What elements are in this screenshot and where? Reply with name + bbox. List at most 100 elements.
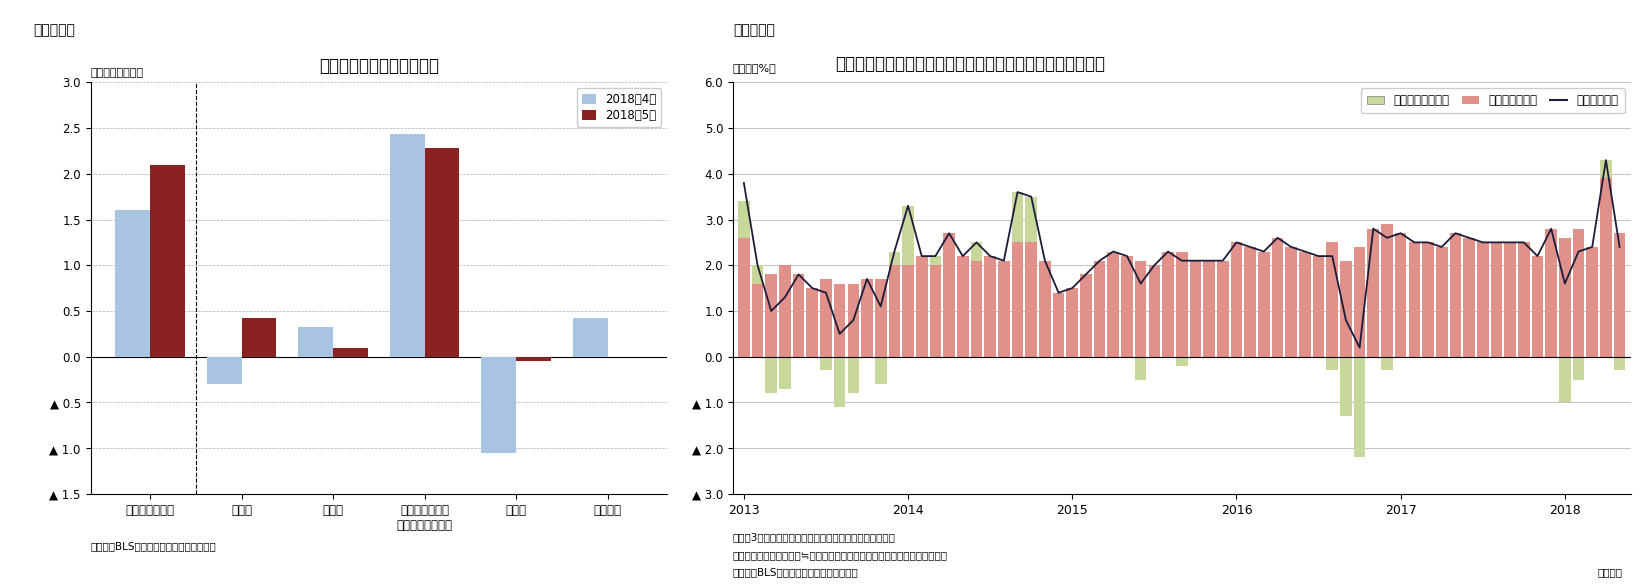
Bar	[516, 357, 550, 361]
Bar	[1354, 247, 1365, 357]
Bar	[1230, 242, 1242, 357]
Bar	[1504, 242, 1515, 357]
Bar	[1586, 247, 1598, 357]
Bar	[807, 288, 819, 357]
Bar	[903, 206, 914, 265]
Bar	[1573, 357, 1584, 380]
Bar	[889, 252, 901, 265]
Bar	[738, 201, 749, 238]
Bar	[298, 328, 333, 357]
Bar	[985, 256, 996, 357]
Bar	[481, 357, 516, 453]
Bar	[1258, 252, 1270, 357]
Bar	[390, 135, 425, 357]
Bar	[1176, 357, 1187, 366]
Bar	[751, 265, 763, 283]
Bar	[929, 256, 940, 265]
Bar	[1614, 357, 1626, 370]
Bar	[944, 233, 955, 357]
Bar	[1122, 256, 1133, 357]
Title: 前月分・前々月分の改定幅: 前月分・前々月分の改定幅	[320, 57, 438, 75]
Bar	[903, 265, 914, 357]
Bar	[833, 283, 845, 357]
Bar	[1094, 260, 1105, 357]
Bar	[1560, 357, 1571, 402]
Bar	[1423, 242, 1435, 357]
Bar	[1560, 238, 1571, 357]
Bar	[1189, 260, 1201, 357]
Bar	[929, 265, 940, 357]
Bar	[1204, 260, 1215, 357]
Bar	[1395, 233, 1407, 357]
Bar	[1326, 242, 1337, 357]
Bar	[792, 275, 804, 357]
Bar	[1463, 238, 1474, 357]
Bar	[1313, 256, 1324, 357]
Bar	[1148, 265, 1159, 357]
Bar	[970, 242, 982, 260]
Bar	[875, 357, 886, 384]
Bar	[998, 260, 1010, 357]
Bar	[1477, 242, 1489, 357]
Bar	[242, 318, 277, 357]
Bar	[333, 348, 367, 357]
Bar	[1299, 252, 1311, 357]
Bar	[1601, 160, 1612, 178]
Bar	[1408, 242, 1420, 357]
Bar	[1026, 196, 1038, 242]
Bar	[115, 211, 150, 357]
Bar	[1367, 229, 1379, 357]
Bar	[1067, 288, 1079, 357]
Bar	[1519, 242, 1530, 357]
Bar	[1601, 178, 1612, 357]
Bar	[848, 357, 860, 393]
Bar	[1080, 275, 1092, 357]
Bar	[1052, 293, 1064, 357]
Bar	[875, 279, 886, 357]
Bar	[150, 165, 184, 357]
Bar	[1163, 252, 1174, 357]
Bar	[1107, 252, 1118, 357]
Bar	[1614, 233, 1626, 357]
Bar	[820, 357, 832, 370]
Bar	[1382, 224, 1393, 357]
Bar	[889, 265, 901, 357]
Text: （資料）BLSよりニッセイ基礎研究所作成: （資料）BLSよりニッセイ基礎研究所作成	[733, 567, 858, 577]
Bar	[1011, 192, 1023, 242]
Bar	[1341, 357, 1352, 416]
Bar	[751, 283, 763, 357]
Bar	[848, 283, 860, 357]
Legend: 週当たり労働時間, 時間当たり賃金, 週当たり賃金: 週当たり労働時間, 時間当たり賃金, 週当たり賃金	[1360, 88, 1624, 113]
Bar	[1135, 260, 1146, 357]
Bar	[861, 279, 873, 357]
Bar	[1491, 242, 1502, 357]
Bar	[820, 279, 832, 357]
Bar	[970, 260, 982, 357]
Bar	[1245, 247, 1257, 357]
Bar	[957, 256, 968, 357]
Bar	[1573, 229, 1584, 357]
Text: 週当たり賃金伸び率≒週当たり労働時間伸び率＋時間当たり賃金伸び率: 週当たり賃金伸び率≒週当たり労働時間伸び率＋時間当たり賃金伸び率	[733, 550, 949, 560]
Bar	[1135, 357, 1146, 380]
Bar	[573, 318, 608, 357]
Bar	[916, 256, 927, 357]
Bar	[1326, 357, 1337, 370]
Bar	[779, 265, 791, 357]
Text: （年率、%）: （年率、%）	[733, 64, 777, 74]
Bar	[1545, 229, 1556, 357]
Bar	[1382, 357, 1393, 370]
Bar	[779, 357, 791, 389]
Bar	[1026, 242, 1038, 357]
Bar	[766, 357, 777, 393]
Bar	[1011, 242, 1023, 357]
Text: 民間非農業部門の週当たり賃金伸び率（年率換算、寄与度）: 民間非農業部門の週当たり賃金伸び率（年率換算、寄与度）	[835, 55, 1105, 74]
Bar	[1285, 247, 1296, 357]
Text: （注）3カ月後方移動平均後の前月比伸び率（年率換算）: （注）3カ月後方移動平均後の前月比伸び率（年率換算）	[733, 532, 896, 542]
Bar	[1354, 357, 1365, 457]
Bar	[738, 238, 749, 357]
Text: （前月差、万人）: （前月差、万人）	[91, 68, 143, 78]
Bar	[1176, 252, 1187, 357]
Bar	[1449, 233, 1461, 357]
Legend: 2018年4月, 2018年5月: 2018年4月, 2018年5月	[576, 88, 660, 126]
Bar	[766, 275, 777, 357]
